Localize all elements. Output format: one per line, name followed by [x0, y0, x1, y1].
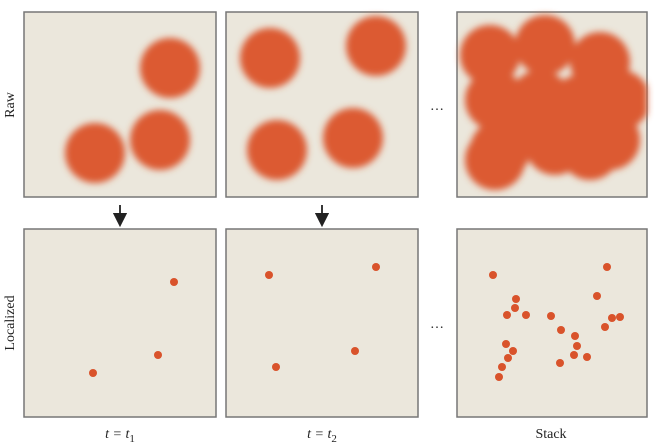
blob: [65, 123, 125, 183]
dot: [272, 363, 280, 371]
dot: [498, 363, 506, 371]
dot: [265, 271, 273, 279]
dot: [372, 263, 380, 271]
blob: [460, 25, 520, 85]
dot: [351, 347, 359, 355]
dot: [504, 354, 512, 362]
dot: [522, 311, 530, 319]
dot: [502, 340, 510, 348]
blob: [323, 108, 383, 168]
dot: [170, 278, 178, 286]
caption-sub: 2: [331, 433, 337, 445]
column-label: Stack: [535, 427, 566, 442]
dot: [573, 342, 581, 350]
blob: [465, 130, 525, 190]
row-label: Raw: [3, 91, 18, 118]
localized-dots: [89, 263, 624, 381]
blob: [247, 120, 307, 180]
dot: [495, 373, 503, 381]
localized-panel-2: [225, 228, 419, 418]
blob-group: [65, 38, 200, 183]
blob: [560, 120, 620, 180]
dot: [503, 311, 511, 319]
dot: [601, 323, 609, 331]
blob: [140, 38, 200, 98]
blob: [515, 15, 575, 75]
dot: [557, 326, 565, 334]
blob: [240, 28, 300, 88]
blob: [130, 110, 190, 170]
blob: [346, 16, 406, 76]
dot: [489, 271, 497, 279]
dot: [509, 347, 517, 355]
caption-main: t = t: [105, 427, 130, 442]
localized-panel-1: [23, 228, 217, 418]
ellipsis: …: [430, 317, 444, 332]
ellipsis: …: [430, 99, 444, 114]
dot: [89, 369, 97, 377]
caption-sub: 1: [129, 433, 135, 445]
blob-group: [240, 16, 406, 180]
dot: [583, 353, 591, 361]
dot: [556, 359, 564, 367]
raw-blobs: [65, 15, 647, 190]
localized-stack-panel: [456, 228, 648, 418]
dot: [593, 292, 601, 300]
blob-group: [460, 15, 647, 190]
dot: [571, 332, 579, 340]
dot: [616, 313, 624, 321]
dot: [603, 263, 611, 271]
dot: [547, 312, 555, 320]
dot: [608, 314, 616, 322]
dot: [511, 304, 519, 312]
row-label: Localized: [3, 295, 18, 350]
column-label: t = t1: [105, 427, 135, 445]
caption-main: t = t: [307, 427, 332, 442]
dot: [154, 351, 162, 359]
dot: [512, 295, 520, 303]
column-label: t = t2: [307, 427, 337, 445]
dot: [570, 351, 578, 359]
